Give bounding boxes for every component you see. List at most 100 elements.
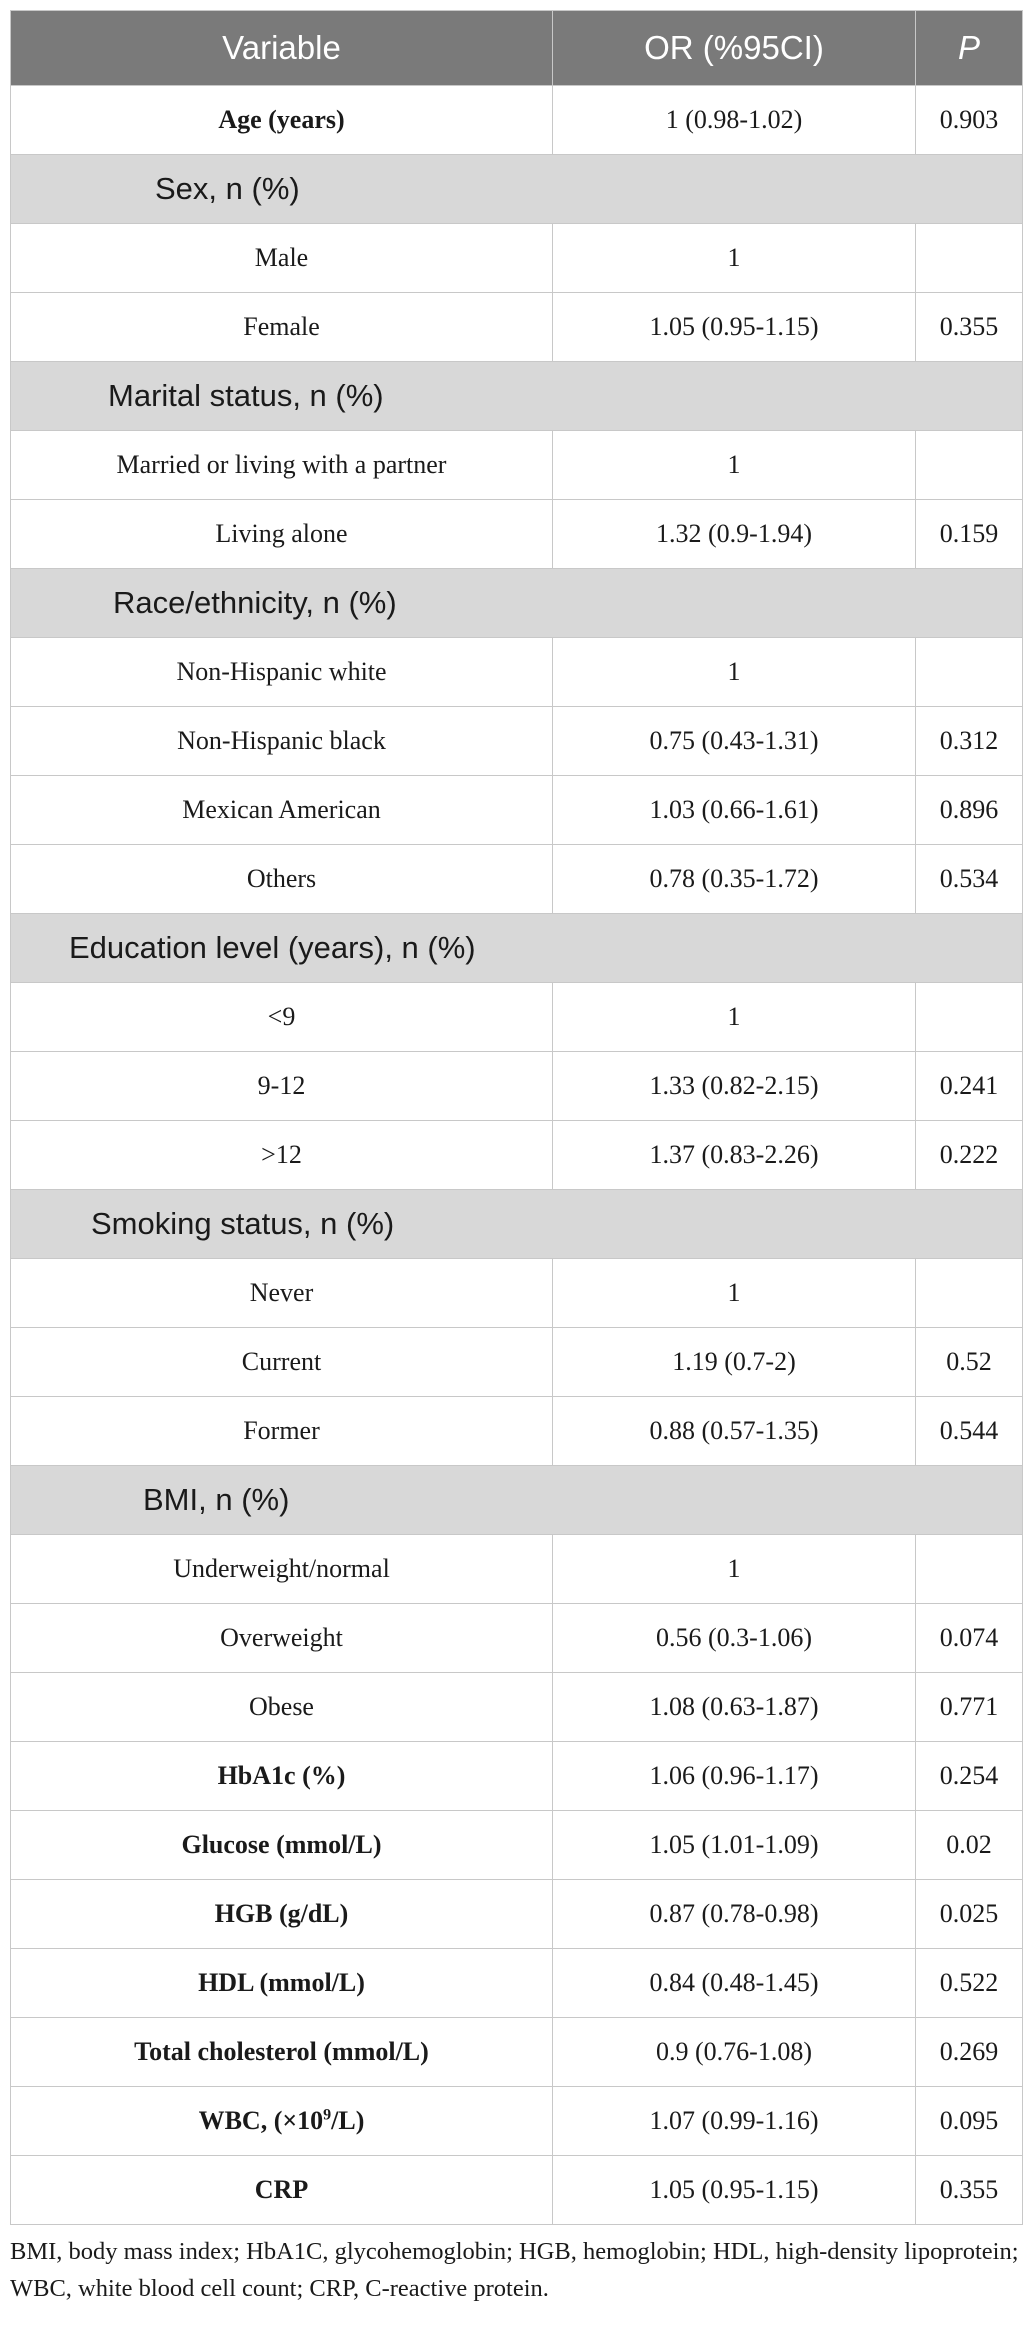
variable-label: WBC, (×10 [198, 2106, 324, 2135]
variable-label-superscript: 9 [323, 2106, 332, 2124]
table-row: Total cholesterol (mmol/L) 0.9 (0.76-1.08… [10, 2017, 1023, 2087]
table-row: Non-Hispanic white 1 [10, 637, 1023, 707]
or-cell: 1 [552, 430, 916, 500]
table-row: <9 1 [10, 982, 1023, 1052]
p-value-cell [915, 1258, 1023, 1328]
p-value-cell [915, 637, 1023, 707]
or-cell: 1 [552, 1534, 916, 1604]
table-row: Living alone 1.32 (0.9-1.94) 0.159 [10, 499, 1023, 569]
table-footnote: BMI, body mass index; HbA1C, glycohemogl… [10, 2238, 1019, 2302]
section-row: Race/ethnicity, n (%) [10, 568, 1023, 638]
table-row: Overweight 0.56 (0.3-1.06) 0.074 [10, 1603, 1023, 1673]
variable-cell: HDL (mmol/L) [10, 1948, 553, 2018]
or-cell: 1 [552, 1258, 916, 1328]
variable-label-unit: /L) [331, 2106, 365, 2135]
variable-cell: Non-Hispanic white [10, 637, 553, 707]
table-row: Mexican American 1.03 (0.66-1.61) 0.896 [10, 775, 1023, 845]
table-row: HbA1c (%) 1.06 (0.96-1.17) 0.254 [10, 1741, 1023, 1811]
section-cell: BMI, n (%) [10, 1465, 1023, 1535]
p-value-cell [915, 982, 1023, 1052]
section-cell: Sex, n (%) [10, 154, 1023, 224]
or-cell: 1.37 (0.83-2.26) [552, 1120, 916, 1190]
variable-cell: >12 [10, 1120, 553, 1190]
variable-cell: Mexican American [10, 775, 553, 845]
variable-cell: Living alone [10, 499, 553, 569]
or-cell: 1.06 (0.96-1.17) [552, 1741, 916, 1811]
p-value-cell: 0.903 [915, 85, 1023, 155]
table-row: HDL (mmol/L) 0.84 (0.48-1.45) 0.522 [10, 1948, 1023, 2018]
section-label: BMI, n (%) [143, 1482, 290, 1517]
p-value-cell [915, 430, 1023, 500]
table-row: Former 0.88 (0.57-1.35) 0.544 [10, 1396, 1023, 1466]
section-label: Education level (years), n (%) [69, 930, 476, 965]
variable-cell: Underweight/normal [10, 1534, 553, 1604]
table-row: Non-Hispanic black 0.75 (0.43-1.31) 0.312 [10, 706, 1023, 776]
table-row: Obese 1.08 (0.63-1.87) 0.771 [10, 1672, 1023, 1742]
header-or: OR (%95CI) [552, 10, 916, 86]
p-value-cell: 0.355 [915, 292, 1023, 362]
table-body: Age (years) 1 (0.98-1.02) 0.903 Sex, n (%) M… [10, 85, 1023, 2225]
or-cell: 1.07 (0.99-1.16) [552, 2086, 916, 2156]
section-row: BMI, n (%) [10, 1465, 1023, 1535]
table-row: Underweight/normal 1 [10, 1534, 1023, 1604]
section-cell: Marital status, n (%) [10, 361, 1023, 431]
table-row: Male 1 [10, 223, 1023, 293]
table-row: Glucose (mmol/L) 1.05 (1.01-1.09) 0.02 [10, 1810, 1023, 1880]
p-value-cell: 0.159 [915, 499, 1023, 569]
or-cell: 1.03 (0.66-1.61) [552, 775, 916, 845]
or-cell: 1 [552, 223, 916, 293]
section-cell: Smoking status, n (%) [10, 1189, 1023, 1259]
variable-cell: CRP [10, 2155, 553, 2225]
p-value-cell: 0.355 [915, 2155, 1023, 2225]
variable-cell: WBC, (×109/L) [10, 2086, 553, 2156]
header-variable: Variable [10, 10, 553, 86]
table-row: WBC, (×109/L) 1.07 (0.99-1.16) 0.095 [10, 2086, 1023, 2156]
p-value-cell: 0.896 [915, 775, 1023, 845]
table-row: 9-12 1.33 (0.82-2.15) 0.241 [10, 1051, 1023, 1121]
section-row: Marital status, n (%) [10, 361, 1023, 431]
or-cell: 0.78 (0.35-1.72) [552, 844, 916, 914]
variable-cell: Never [10, 1258, 553, 1328]
p-value-cell: 0.241 [915, 1051, 1023, 1121]
section-label: Sex, n (%) [155, 171, 300, 206]
variable-cell: HGB (g/dL) [10, 1879, 553, 1949]
variable-cell: Female [10, 292, 553, 362]
p-value-cell: 0.025 [915, 1879, 1023, 1949]
or-cell: 0.9 (0.76-1.08) [552, 2017, 916, 2087]
section-row: Education level (years), n (%) [10, 913, 1023, 983]
table-row: >12 1.37 (0.83-2.26) 0.222 [10, 1120, 1023, 1190]
section-row: Sex, n (%) [10, 154, 1023, 224]
p-value-cell: 0.544 [915, 1396, 1023, 1466]
variable-cell: HbA1c (%) [10, 1741, 553, 1811]
p-value-cell: 0.771 [915, 1672, 1023, 1742]
or-cell: 0.84 (0.48-1.45) [552, 1948, 916, 2018]
p-value-cell: 0.534 [915, 844, 1023, 914]
variable-cell: Obese [10, 1672, 553, 1742]
section-cell: Race/ethnicity, n (%) [10, 568, 1023, 638]
or-cell: 0.56 (0.3-1.06) [552, 1603, 916, 1673]
header-row: Variable OR (%95CI) P [10, 10, 1023, 86]
variable-cell: Married or living with a partner [10, 430, 553, 500]
p-value-cell [915, 223, 1023, 293]
or-cell: 1 [552, 982, 916, 1052]
variable-cell: Male [10, 223, 553, 293]
or-cell: 1.05 (0.95-1.15) [552, 292, 916, 362]
section-row: Smoking status, n (%) [10, 1189, 1023, 1259]
or-cell: 1.19 (0.7-2) [552, 1327, 916, 1397]
or-cell: 1 [552, 637, 916, 707]
or-cell: 0.75 (0.43-1.31) [552, 706, 916, 776]
variable-cell: Non-Hispanic black [10, 706, 553, 776]
p-value-cell: 0.095 [915, 2086, 1023, 2156]
odds-ratio-table: Variable OR (%95CI) P Age (years) 1 (0.98… [10, 10, 1023, 2225]
or-cell: 1.32 (0.9-1.94) [552, 499, 916, 569]
p-value-cell: 0.269 [915, 2017, 1023, 2087]
table-row: HGB (g/dL) 0.87 (0.78-0.98) 0.025 [10, 1879, 1023, 1949]
p-value-cell: 0.222 [915, 1120, 1023, 1190]
table-row: Never 1 [10, 1258, 1023, 1328]
variable-cell: Others [10, 844, 553, 914]
table-row: CRP 1.05 (0.95-1.15) 0.355 [10, 2155, 1023, 2225]
header-p: P [915, 10, 1023, 86]
table-row: Others 0.78 (0.35-1.72) 0.534 [10, 844, 1023, 914]
variable-cell: <9 [10, 982, 553, 1052]
table-row: Age (years) 1 (0.98-1.02) 0.903 [10, 85, 1023, 155]
